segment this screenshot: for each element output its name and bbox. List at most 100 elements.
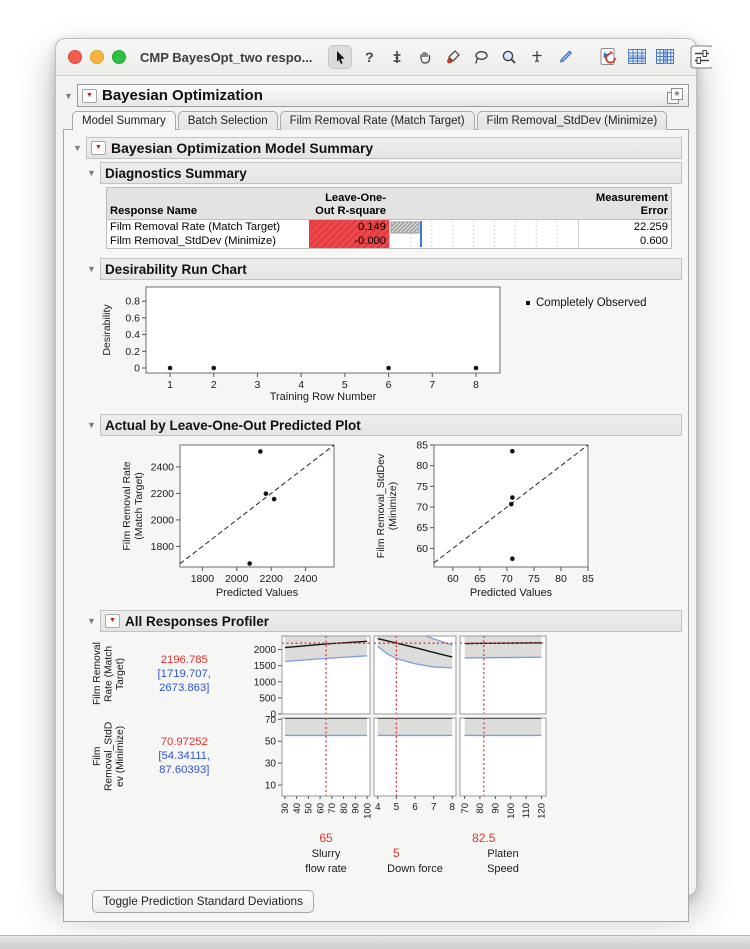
- tab-model-summary[interactable]: Model Summary: [72, 111, 176, 131]
- svg-text:75: 75: [416, 481, 428, 493]
- svg-text:30: 30: [280, 803, 291, 814]
- svg-text:0.6: 0.6: [125, 312, 140, 324]
- help-tool-icon[interactable]: ?: [365, 49, 374, 65]
- disclosure-bayesian-optimization-icon[interactable]: ▼: [64, 90, 73, 101]
- run-chart-header-row: ▼ Desirability Run Chart: [86, 258, 682, 280]
- red-triangle-menu-icon[interactable]: ▼: [82, 88, 97, 103]
- profiler-title: All Responses Profiler: [125, 613, 270, 629]
- svg-text:Speed: Speed: [487, 863, 519, 875]
- svg-text:60: 60: [416, 543, 428, 555]
- tab-batch-selection[interactable]: Batch Selection: [177, 111, 278, 130]
- response-1-axis-label: Film Removal Rate (Match Target): [92, 642, 126, 706]
- svg-text:Training Row Number: Training Row Number: [270, 391, 377, 403]
- table-row-response-name: Film Removal Rate (Match Target): [110, 220, 281, 233]
- col-loo-rsquare: Leave-One-Out R-square: [309, 188, 389, 220]
- svg-text:2000: 2000: [225, 573, 249, 585]
- disclosure-diagnostics-icon[interactable]: ▼: [87, 168, 96, 178]
- svg-text:Down force: Down force: [387, 863, 443, 875]
- profiler-response-1: Film Removal Rate (Match Target) 2196.78…: [92, 635, 242, 713]
- all-responses-profiler: Film Removal Rate (Match Target) 2196.78…: [92, 635, 682, 883]
- profiler-plot-grid[interactable]: 0 500 1000 1500 2000 10 30 50 70 30 40 50 60 70 80 90 10…: [242, 635, 554, 883]
- crosshair-tool-icon[interactable]: [526, 46, 548, 68]
- jmp-datatable-refresh-icon[interactable]: [598, 46, 620, 68]
- disclosure-profiler-icon[interactable]: ▼: [87, 616, 96, 626]
- profiler-red-triangle-icon[interactable]: ▼: [105, 614, 120, 628]
- window-title: CMP BayesOpt_two respo...: [140, 49, 313, 65]
- svg-text:1500: 1500: [254, 661, 277, 672]
- lasso-tool-icon[interactable]: [470, 46, 492, 68]
- svg-text:2400: 2400: [151, 461, 175, 473]
- svg-text:1800: 1800: [191, 573, 215, 585]
- svg-text:1: 1: [167, 379, 173, 391]
- table-rows-icon[interactable]: [626, 46, 648, 68]
- svg-text:70: 70: [501, 573, 513, 585]
- run-chart-legend: Completely Observed: [526, 297, 647, 309]
- profiler-response-2: Film Removal_StdD ev (Minimize) 70.97252…: [92, 717, 242, 795]
- cursor-tool-icon[interactable]: [328, 45, 353, 69]
- svg-text:3: 3: [255, 379, 261, 391]
- svg-text:2000: 2000: [254, 645, 277, 656]
- svg-text:7: 7: [431, 802, 437, 813]
- report-title: Bayesian Optimization: [102, 87, 263, 104]
- response-2-axis-label: Film Removal_StdD ev (Minimize): [92, 721, 126, 791]
- response-2-values: 70.97252 [54.34111, 87.60393]: [127, 735, 243, 777]
- disclosure-actual-by-pred-icon[interactable]: ▼: [87, 420, 96, 430]
- col-measurement-error: Measurement Error: [579, 188, 671, 220]
- svg-text:0.8: 0.8: [125, 296, 140, 308]
- zoom-window-icon[interactable]: [112, 50, 126, 64]
- tab-film-removal-stddev[interactable]: Film Removal_StdDev (Minimize): [476, 111, 668, 130]
- svg-text:2: 2: [211, 379, 217, 391]
- svg-text:1000: 1000: [254, 677, 277, 688]
- svg-text:5: 5: [394, 802, 400, 813]
- annotate-pencil-icon[interactable]: [554, 46, 576, 68]
- svg-text:75: 75: [528, 573, 540, 585]
- svg-text:100: 100: [506, 803, 517, 819]
- svg-text:Film Removal_StdDev: Film Removal_StdDev: [375, 453, 387, 558]
- svg-text:4: 4: [375, 802, 381, 813]
- svg-text:30: 30: [265, 759, 277, 770]
- disclosure-model-summary-icon[interactable]: ▼: [73, 143, 82, 153]
- col-response-name: Response Name: [107, 188, 309, 220]
- toggle-prediction-std-button[interactable]: Toggle Prediction Standard Deviations: [92, 890, 315, 913]
- diagnostics-header-row: ▼ Diagnostics Summary: [86, 162, 682, 184]
- hand-tool-icon[interactable]: [414, 46, 436, 68]
- grabber-tool-icon[interactable]: [386, 46, 408, 68]
- desirability-run-chart-plot: 1 2 3 4 5 6 7 8 0 0.2 0.4 0.6 0.8 Training Row Number…: [100, 283, 512, 410]
- pin-report-icon[interactable]: ★: [666, 87, 684, 104]
- traffic-lights: [68, 50, 126, 64]
- profiler-response-labels: Film Removal Rate (Match Target) 2196.78…: [92, 635, 242, 883]
- svg-text:4: 4: [298, 379, 304, 391]
- model-summary-red-triangle-icon[interactable]: ▼: [91, 141, 106, 155]
- legend-marker-icon: [526, 301, 530, 305]
- actual-by-predicted-rate-plot: 1800 2000 2200 2400 1800 2000 2200 2400 Predicte…: [116, 439, 344, 606]
- disclosure-run-chart-icon[interactable]: ▼: [87, 264, 96, 274]
- tab-film-removal-rate[interactable]: Film Removal Rate (Match Target): [279, 111, 475, 130]
- svg-text:500: 500: [259, 693, 276, 704]
- response-1-ci-low: [1719.707,: [157, 668, 211, 680]
- svg-text:82.5: 82.5: [472, 831, 496, 845]
- svg-text:85: 85: [416, 440, 428, 452]
- brush-tool-icon[interactable]: [442, 46, 464, 68]
- svg-text:80: 80: [339, 803, 350, 814]
- response-2-ci-low: [54.34111,: [158, 750, 211, 762]
- svg-text:70: 70: [460, 803, 471, 814]
- table-columns-icon[interactable]: [654, 46, 676, 68]
- model-summary-title: Bayesian Optimization Model Summary: [111, 140, 374, 156]
- svg-text:10: 10: [265, 781, 277, 792]
- close-window-icon[interactable]: [68, 50, 82, 64]
- actual-by-pred-header-row: ▼ Actual by Leave-One-Out Predicted Plot: [86, 414, 682, 436]
- response-2-prediction: 70.97252: [160, 736, 208, 748]
- svg-text:2200: 2200: [260, 573, 284, 585]
- response-1-prediction: 2196.785: [160, 654, 208, 666]
- svg-text:2000: 2000: [151, 514, 175, 526]
- legend-label: Completely Observed: [536, 297, 647, 309]
- svg-text:1800: 1800: [151, 541, 175, 553]
- svg-text:Platen: Platen: [487, 848, 518, 860]
- minimize-window-icon[interactable]: [90, 50, 104, 64]
- table-row-rsquare: -0.000: [309, 234, 389, 248]
- table-row-rsquare: 0.149: [309, 220, 389, 234]
- profiler-settings-icon[interactable]: [690, 45, 713, 69]
- svg-text:Film Removal Rate: Film Removal Rate: [121, 461, 133, 550]
- svg-text:65: 65: [474, 573, 486, 585]
- magnifier-tool-icon[interactable]: [498, 46, 520, 68]
